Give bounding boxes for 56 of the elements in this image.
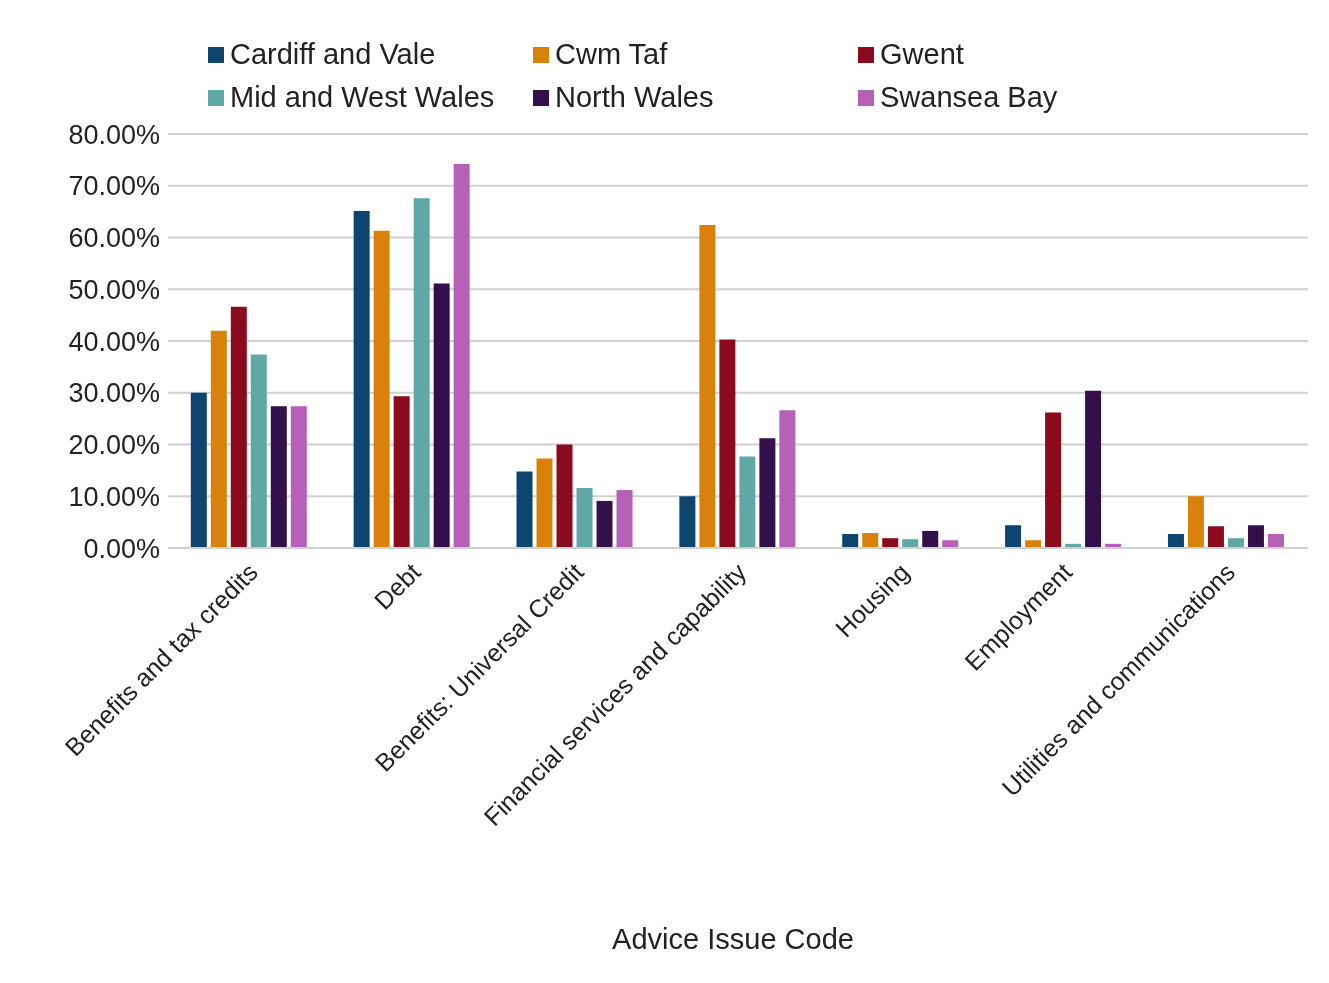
bar	[902, 539, 919, 548]
bar	[616, 490, 633, 548]
bar	[413, 198, 430, 548]
bar	[882, 538, 899, 548]
bar	[373, 230, 390, 548]
bar	[230, 306, 247, 548]
y-tick-label: 20.00%	[68, 430, 160, 461]
bar	[453, 164, 470, 548]
bar	[1267, 534, 1284, 548]
bar	[1085, 390, 1102, 548]
y-tick-label: 0.00%	[83, 533, 160, 564]
bar	[1187, 496, 1204, 548]
bar	[250, 354, 267, 548]
bar	[739, 456, 756, 548]
bar	[516, 471, 533, 548]
legend-label: Swansea Bay	[880, 81, 1058, 114]
bar	[596, 500, 613, 548]
bar	[942, 540, 959, 548]
bar	[1227, 538, 1244, 548]
bar	[210, 330, 227, 548]
bar	[1247, 525, 1264, 548]
bar	[1005, 525, 1022, 548]
bar	[433, 283, 450, 548]
bar	[1025, 540, 1042, 548]
y-tick-label: 30.00%	[68, 378, 160, 409]
y-tick-label: 80.00%	[68, 119, 160, 150]
bar	[759, 438, 776, 548]
bar	[393, 396, 410, 548]
bar	[719, 339, 736, 548]
legend-label: Gwent	[880, 38, 964, 71]
bar	[353, 211, 370, 548]
bar	[1045, 412, 1062, 548]
bar	[1167, 534, 1184, 548]
bar	[190, 392, 207, 548]
y-tick-label: 60.00%	[68, 223, 160, 254]
legend-label: North Wales	[555, 81, 714, 114]
bar	[536, 458, 553, 548]
bar	[556, 444, 573, 548]
legend-label: Cardiff and Vale	[230, 38, 436, 71]
bar	[290, 406, 307, 548]
y-tick-label: 50.00%	[68, 274, 160, 305]
y-tick-label: 70.00%	[68, 171, 160, 202]
bar	[779, 410, 796, 548]
bar	[699, 225, 716, 548]
bar	[922, 530, 939, 548]
bar	[1207, 526, 1224, 548]
legend-label: Mid and West Wales	[230, 81, 495, 114]
bar	[862, 532, 879, 548]
y-tick-label: 40.00%	[68, 326, 160, 357]
bar	[576, 487, 593, 548]
x-axis-title: Advice Issue Code	[611, 923, 855, 956]
legend-label: Cwm Taf	[555, 38, 668, 71]
bar	[270, 406, 287, 548]
bar	[679, 496, 696, 548]
bar	[842, 534, 859, 548]
y-tick-label: 10.00%	[68, 481, 160, 512]
